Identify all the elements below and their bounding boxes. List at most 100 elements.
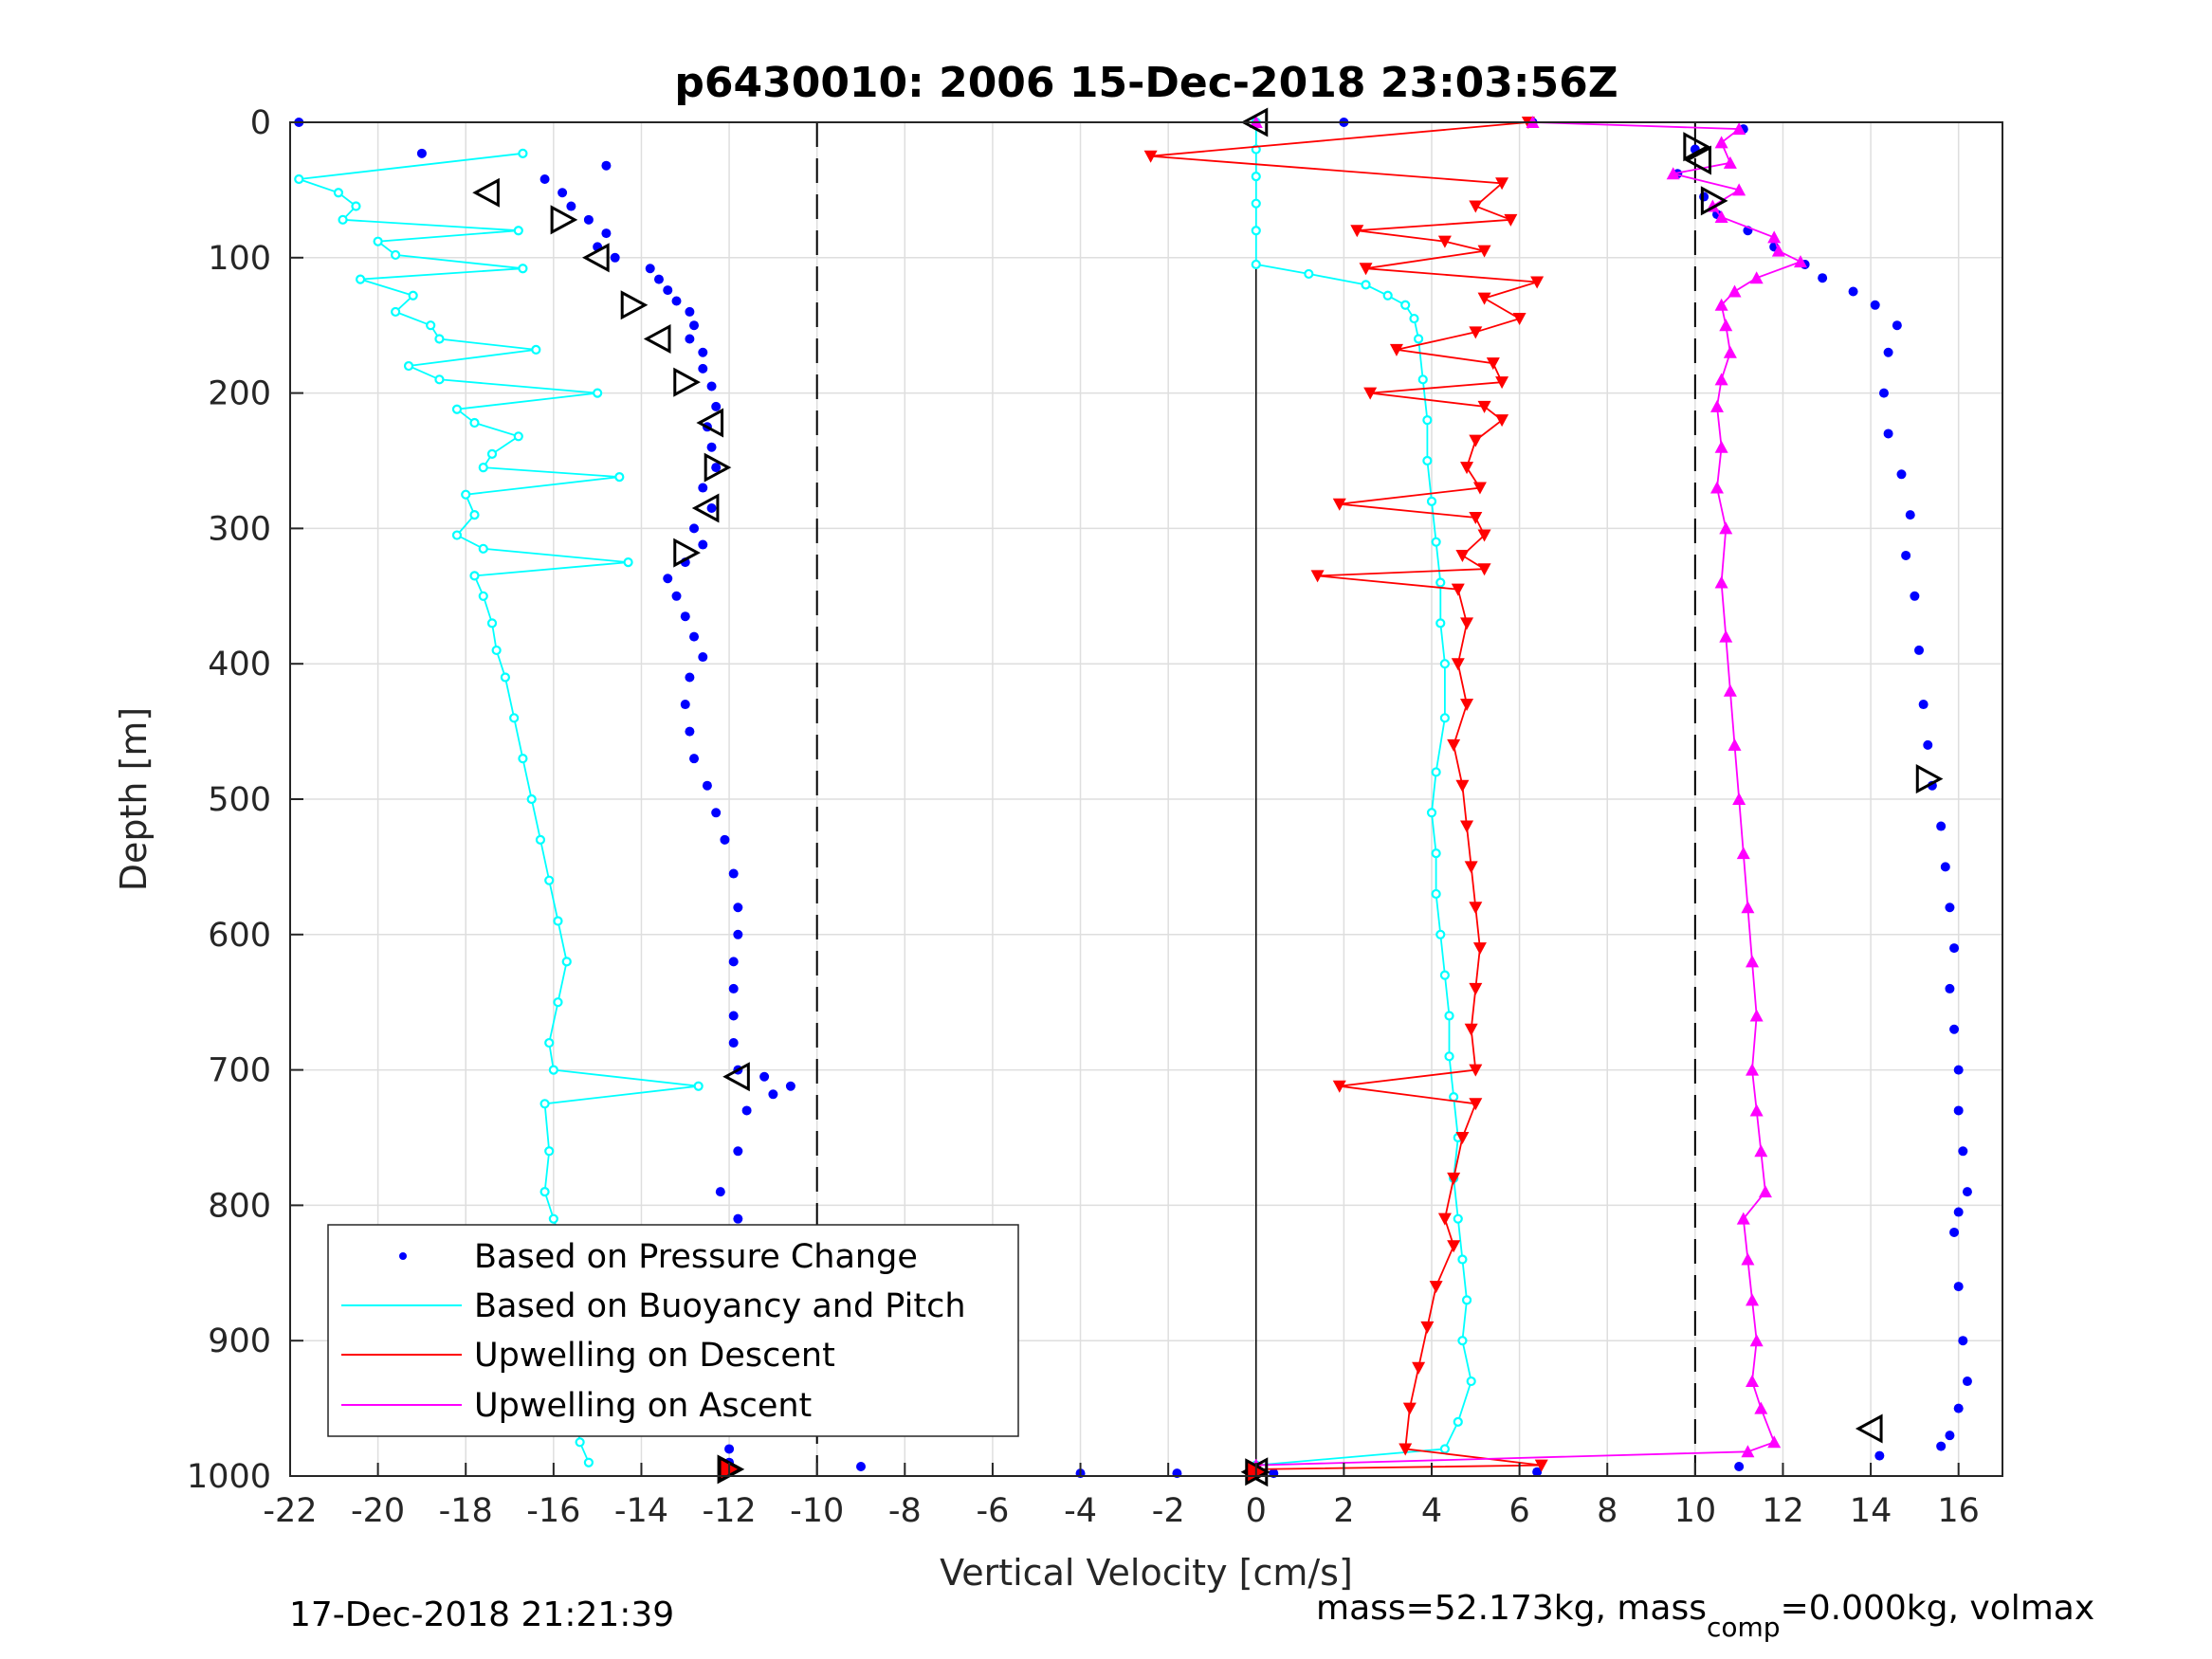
upwelling-descent-point xyxy=(1469,1098,1483,1111)
upwelling-ascent-point xyxy=(1732,183,1746,196)
buoyancy-point xyxy=(1409,313,1419,324)
upwelling-descent-point xyxy=(1486,357,1500,371)
pressure-point xyxy=(663,285,673,296)
upwelling-descent-point xyxy=(1460,820,1474,833)
pressure-point xyxy=(1953,1207,1964,1217)
upwelling-descent-point xyxy=(1363,387,1378,400)
upwelling-ascent-point xyxy=(1723,345,1737,358)
x-tick-label: -14 xyxy=(614,1492,668,1530)
buoyancy-point xyxy=(1439,659,1450,669)
upwelling-ascent-point xyxy=(1728,284,1742,298)
legend-label-pressure: Based on Pressure Change xyxy=(474,1238,918,1276)
pressure-point xyxy=(728,868,739,879)
buoyancy-point xyxy=(518,148,528,158)
pressure-point xyxy=(1953,1282,1964,1292)
buoyancy-point xyxy=(544,875,555,885)
buoyancy-point xyxy=(513,431,523,442)
x-tick-label: -16 xyxy=(526,1492,580,1530)
tick-layer: -22 -20 -18 -16 -14 -12 -10 -8 -6 -4 -2 0 2 4 6 8 10 12 14… xyxy=(187,104,1980,1530)
upwelling-descent-point xyxy=(1412,1361,1426,1375)
buoyancy-point xyxy=(518,754,528,764)
buoyancy-point xyxy=(1466,1376,1476,1387)
legend: Based on Pressure Change Based on Buoyan… xyxy=(327,1224,1019,1437)
upwelling-descent-point xyxy=(1451,583,1465,596)
upwelling-ascent-point xyxy=(1719,319,1733,332)
upwelling-ascent-point xyxy=(1771,244,1785,257)
pressure-point xyxy=(566,201,576,211)
pressure-point xyxy=(1962,1187,1972,1197)
pressure-point xyxy=(856,1462,866,1472)
y-tick-label: 600 xyxy=(208,917,271,955)
buoyancy-point xyxy=(451,404,463,414)
pressure-point xyxy=(733,902,743,913)
y-axis-label: Depth [m] xyxy=(113,707,155,892)
pressure-point xyxy=(645,264,655,274)
upwelling-descent-point xyxy=(1495,414,1509,428)
buoyancy-point xyxy=(469,571,480,581)
upwelling-descent-point xyxy=(1332,498,1346,511)
buoyancy-point xyxy=(1251,259,1261,270)
pressure-point xyxy=(685,306,695,317)
profile-marker xyxy=(1700,186,1728,216)
pressure-point xyxy=(416,148,427,158)
pressure-point xyxy=(733,929,743,939)
buoyancy-point xyxy=(434,374,445,385)
upwelling-descent-point xyxy=(1143,150,1158,163)
profile-marker xyxy=(1915,764,1944,794)
upwelling-descent-point xyxy=(1477,563,1491,576)
profile-marker xyxy=(582,243,610,273)
buoyancy-point xyxy=(355,274,366,284)
series-line xyxy=(1254,122,1472,1467)
pressure-point xyxy=(733,1213,743,1224)
pressure-point xyxy=(706,502,717,513)
pressure-point xyxy=(671,591,682,601)
pressure-point xyxy=(685,672,695,683)
upwelling-descent-point xyxy=(1469,434,1483,447)
upwelling-descent-point xyxy=(1504,213,1518,227)
profile-marker xyxy=(1683,132,1710,162)
pressure-point xyxy=(1953,1065,1964,1075)
pressure-point xyxy=(724,1444,735,1454)
buoyancy-point xyxy=(478,463,488,473)
y-tick-label: 1000 xyxy=(187,1458,271,1496)
upwelling-ascent-point xyxy=(1723,684,1737,697)
footer-mass-sub: comp xyxy=(1707,1612,1781,1643)
upwelling-ascent-point xyxy=(1767,1435,1782,1449)
upwelling-descent-point xyxy=(1477,529,1491,542)
pressure-point xyxy=(1883,428,1893,439)
buoyancy-point xyxy=(403,360,414,372)
buoyancy-point xyxy=(1444,1051,1454,1062)
pressure-point xyxy=(1953,1403,1964,1413)
pressure-point xyxy=(680,611,690,622)
upwelling-descent-point xyxy=(1460,462,1474,475)
buoyancy-point xyxy=(548,1065,558,1075)
upwelling-descent-point xyxy=(1437,235,1452,248)
pressure-point xyxy=(702,780,712,791)
pressure-point xyxy=(1532,1467,1543,1477)
pressure-point xyxy=(698,652,708,663)
y-tick-label: 300 xyxy=(208,510,271,548)
buoyancy-point xyxy=(478,591,488,601)
pressure-point xyxy=(601,228,612,239)
profile-marker xyxy=(1684,145,1711,175)
buoyancy-point xyxy=(469,510,480,520)
upwelling-ascent-point xyxy=(1746,1293,1760,1306)
buoyancy-point xyxy=(1417,374,1428,385)
upwelling-ascent-point xyxy=(1754,1401,1768,1414)
buoyancy-point xyxy=(1382,290,1393,301)
pressure-point xyxy=(728,983,739,994)
pressure-point xyxy=(671,296,682,306)
pressure-point xyxy=(680,700,690,710)
pressure-point xyxy=(711,463,722,473)
buoyancy-point xyxy=(486,618,498,629)
pressure-point xyxy=(689,523,700,534)
y-tick-label: 200 xyxy=(208,375,271,413)
pressure-point xyxy=(768,1089,778,1100)
x-tick-label: 2 xyxy=(1333,1492,1354,1530)
buoyancy-point xyxy=(1422,455,1433,466)
pressure-point xyxy=(1945,902,1955,913)
upwelling-descent-point xyxy=(1477,245,1491,258)
pressure-point xyxy=(711,401,722,411)
buoyancy-point xyxy=(1444,1011,1454,1021)
upwelling-ascent-point xyxy=(1714,210,1728,223)
